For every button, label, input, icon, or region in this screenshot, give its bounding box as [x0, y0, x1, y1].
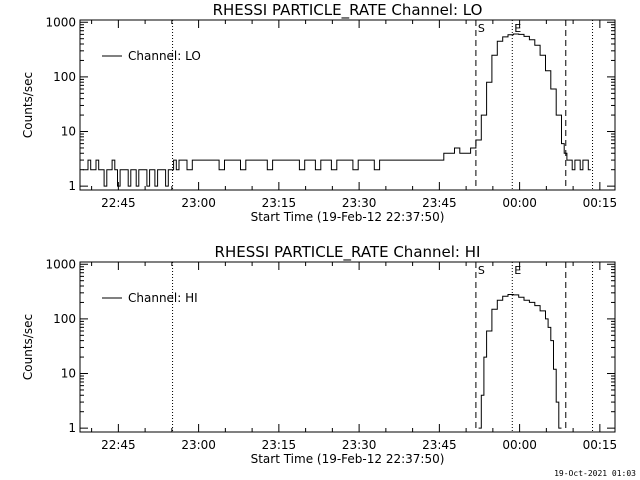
y-axis-label: Counts/sec [21, 72, 35, 138]
y-tick-label: 1000 [45, 15, 76, 29]
timestamp: 19-Oct-2021 01:03 [554, 469, 636, 478]
x-tick-label: 23:15 [262, 438, 297, 452]
x-tick-label: 00:15 [583, 438, 618, 452]
series-line-channel-lo [82, 33, 591, 187]
x-axis-label: Start Time (19-Feb-12 22:37:50) [251, 452, 445, 466]
legend-label: Channel: HI [128, 291, 198, 305]
y-tick-label: 100 [53, 312, 76, 326]
y-tick-label: 10 [61, 367, 76, 381]
panel-lo: RHESSI PARTICLE_RATE Channel: LO 1 10 100 10… [21, 1, 617, 224]
chart-title: RHESSI PARTICLE_RATE Channel: HI [215, 243, 481, 262]
series-line-channel-hi [478, 294, 562, 429]
y-axis-label: Counts/sec [21, 314, 35, 380]
legend-label: Channel: LO [128, 49, 201, 63]
y-tick-label: 1000 [45, 257, 76, 271]
marker-s: S [478, 264, 485, 277]
x-tick-label: 23:45 [422, 438, 457, 452]
x-tick-label: 23:45 [422, 196, 457, 210]
marker-e: E [514, 22, 521, 35]
y-tick-label: 1 [68, 179, 76, 193]
marker-e: E [514, 264, 521, 277]
x-tick-label: 22:45 [101, 196, 136, 210]
marker-s: S [478, 22, 485, 35]
x-tick-label: 23:00 [181, 196, 216, 210]
x-tick-label: 00:00 [502, 196, 537, 210]
x-tick-label: 23:30 [342, 438, 377, 452]
x-tick-label: 22:45 [101, 438, 136, 452]
x-tick-label: 23:15 [262, 196, 297, 210]
plot-frame [79, 261, 616, 433]
panel-hi: RHESSI PARTICLE_RATE Channel: HI 1 10 100 10… [21, 243, 617, 466]
x-tick-label: 00:15 [583, 196, 618, 210]
x-tick-label: 23:00 [181, 438, 216, 452]
y-tick-label: 100 [53, 70, 76, 84]
x-tick-label: 23:30 [342, 196, 377, 210]
x-tick-label: 00:00 [502, 438, 537, 452]
chart-title: RHESSI PARTICLE_RATE Channel: LO [213, 1, 483, 20]
x-axis-label: Start Time (19-Feb-12 22:37:50) [251, 210, 445, 224]
y-tick-label: 1 [68, 421, 76, 435]
y-tick-label: 10 [61, 125, 76, 139]
